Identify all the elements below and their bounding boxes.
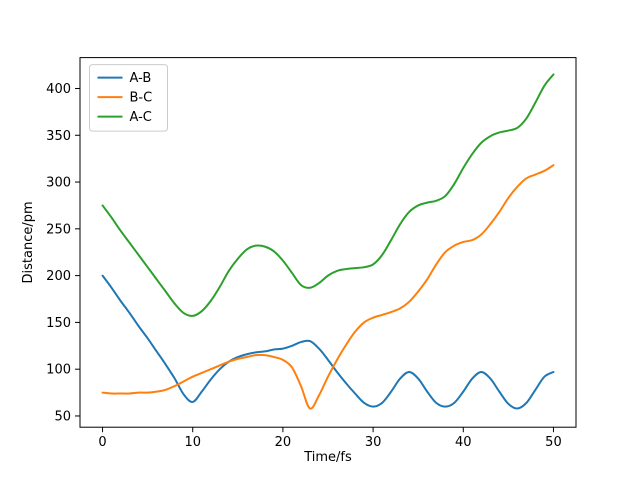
y-tick-label: 200 — [46, 269, 71, 284]
x-tick-label: 40 — [455, 435, 472, 450]
y-tick-label: 400 — [46, 82, 71, 97]
series-line-b-c — [101, 164, 555, 410]
legend-label: B-C — [130, 91, 153, 106]
y-tick-label: 300 — [46, 176, 71, 191]
y-tick-label: 100 — [46, 363, 71, 378]
legend: A-B B-C A-C — [89, 64, 168, 132]
x-tick-label: 50 — [545, 435, 562, 450]
legend-box — [89, 64, 168, 132]
series-line-a-c — [101, 73, 555, 317]
y-tick-label: 350 — [46, 129, 71, 144]
x-tick-label: 0 — [98, 435, 106, 450]
x-tick-label: 20 — [275, 435, 292, 450]
x-tick-label: 30 — [365, 435, 382, 450]
y-axis-label: Distance/pm — [21, 201, 36, 283]
legend-label: A-C — [130, 110, 152, 125]
series-line-a-b — [101, 274, 555, 410]
y-tick-label: 50 — [54, 409, 71, 424]
x-tick-label: 10 — [184, 435, 201, 450]
x-axis-label: Time/fs — [303, 450, 352, 465]
legend-label: A-B — [130, 71, 152, 86]
y-tick-label: 250 — [46, 222, 71, 237]
axes-spines — [79, 57, 577, 428]
y-tick-label: 150 — [46, 316, 71, 331]
